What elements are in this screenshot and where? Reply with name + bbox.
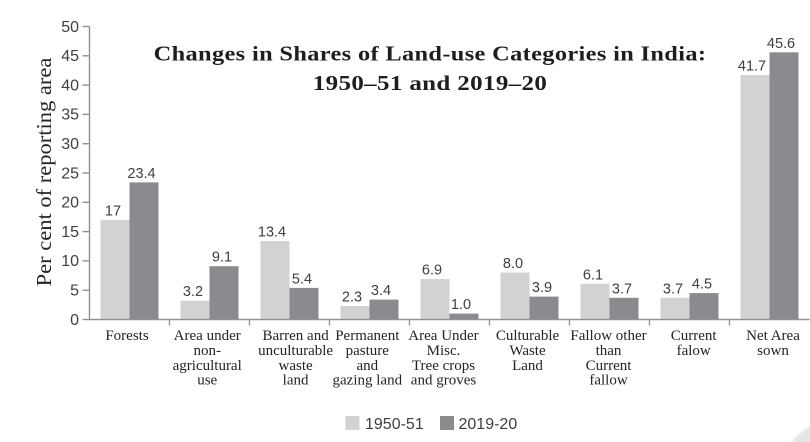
svg-text:9.1: 9.1	[212, 250, 232, 266]
svg-text:Barren and: Barren and	[262, 328, 329, 344]
svg-text:Current: Current	[671, 328, 718, 344]
svg-text:Tree crops: Tree crops	[412, 358, 475, 374]
svg-text:6.9: 6.9	[422, 263, 442, 279]
svg-text:Area under: Area under	[174, 328, 241, 344]
svg-text:Land: Land	[512, 358, 543, 374]
svg-text:Changes in Shares of Land-use: Changes in Shares of Land-use Categories…	[154, 42, 707, 65]
svg-text:3.9: 3.9	[532, 280, 552, 296]
svg-text:unculturable: unculturable	[258, 343, 333, 359]
svg-text:4.5: 4.5	[692, 277, 712, 293]
svg-text:1950-51: 1950-51	[365, 416, 424, 433]
svg-text:fallow: fallow	[589, 373, 627, 389]
svg-text:waste: waste	[279, 358, 313, 374]
svg-text:35: 35	[61, 107, 79, 124]
svg-text:Waste: Waste	[509, 343, 546, 359]
svg-text:25: 25	[61, 165, 79, 182]
svg-text:45: 45	[61, 48, 79, 65]
svg-text:agricultural: agricultural	[173, 358, 242, 374]
svg-text:17: 17	[105, 203, 121, 219]
svg-text:20: 20	[61, 195, 79, 212]
svg-text:Area Under: Area Under	[408, 328, 478, 344]
svg-text:than: than	[596, 343, 622, 359]
svg-text:1.0: 1.0	[451, 297, 471, 313]
svg-text:3.7: 3.7	[663, 281, 683, 297]
svg-text:2.3: 2.3	[342, 290, 362, 306]
svg-text:23.4: 23.4	[127, 166, 155, 182]
svg-text:and: and	[356, 358, 378, 374]
svg-text:land: land	[283, 373, 309, 389]
svg-text:3.7: 3.7	[612, 281, 632, 297]
svg-text:Per cent of reporting area: Per cent of reporting area	[33, 57, 56, 286]
svg-text:41.7: 41.7	[738, 59, 766, 75]
svg-text:Misc.: Misc.	[427, 343, 461, 359]
svg-text:5.4: 5.4	[292, 271, 312, 287]
svg-text:6.1: 6.1	[583, 267, 603, 283]
svg-text:gazing land: gazing land	[333, 373, 403, 389]
svg-text:Net Area: Net Area	[746, 328, 800, 344]
svg-text:use: use	[197, 373, 217, 389]
svg-text:and groves: and groves	[411, 373, 477, 389]
svg-text:0: 0	[70, 312, 79, 329]
svg-text:Forests: Forests	[105, 328, 149, 344]
svg-text:40: 40	[61, 77, 79, 94]
svg-text:2019-20: 2019-20	[459, 416, 518, 433]
svg-text:sown: sown	[757, 343, 789, 359]
svg-text:Permanent: Permanent	[335, 328, 400, 344]
svg-text:13.4: 13.4	[258, 225, 286, 241]
svg-text:Culturable: Culturable	[496, 328, 560, 344]
svg-text:30: 30	[61, 136, 79, 153]
svg-text:1950–51 and 2019–20: 1950–51 and 2019–20	[313, 71, 547, 95]
svg-text:3.4: 3.4	[371, 283, 391, 299]
svg-text:falow: falow	[677, 343, 711, 359]
svg-text:Fallow other: Fallow other	[570, 328, 646, 344]
svg-text:3.2: 3.2	[183, 284, 203, 300]
svg-text:10: 10	[61, 253, 79, 270]
svg-text:non-: non-	[193, 343, 221, 359]
svg-text:5: 5	[70, 283, 79, 300]
svg-text:45.6: 45.6	[767, 36, 795, 52]
svg-text:50: 50	[61, 19, 79, 36]
svg-text:8.0: 8.0	[503, 256, 523, 272]
svg-text:15: 15	[61, 224, 79, 241]
svg-text:pasture: pasture	[346, 343, 390, 359]
svg-text:Current: Current	[586, 358, 633, 374]
